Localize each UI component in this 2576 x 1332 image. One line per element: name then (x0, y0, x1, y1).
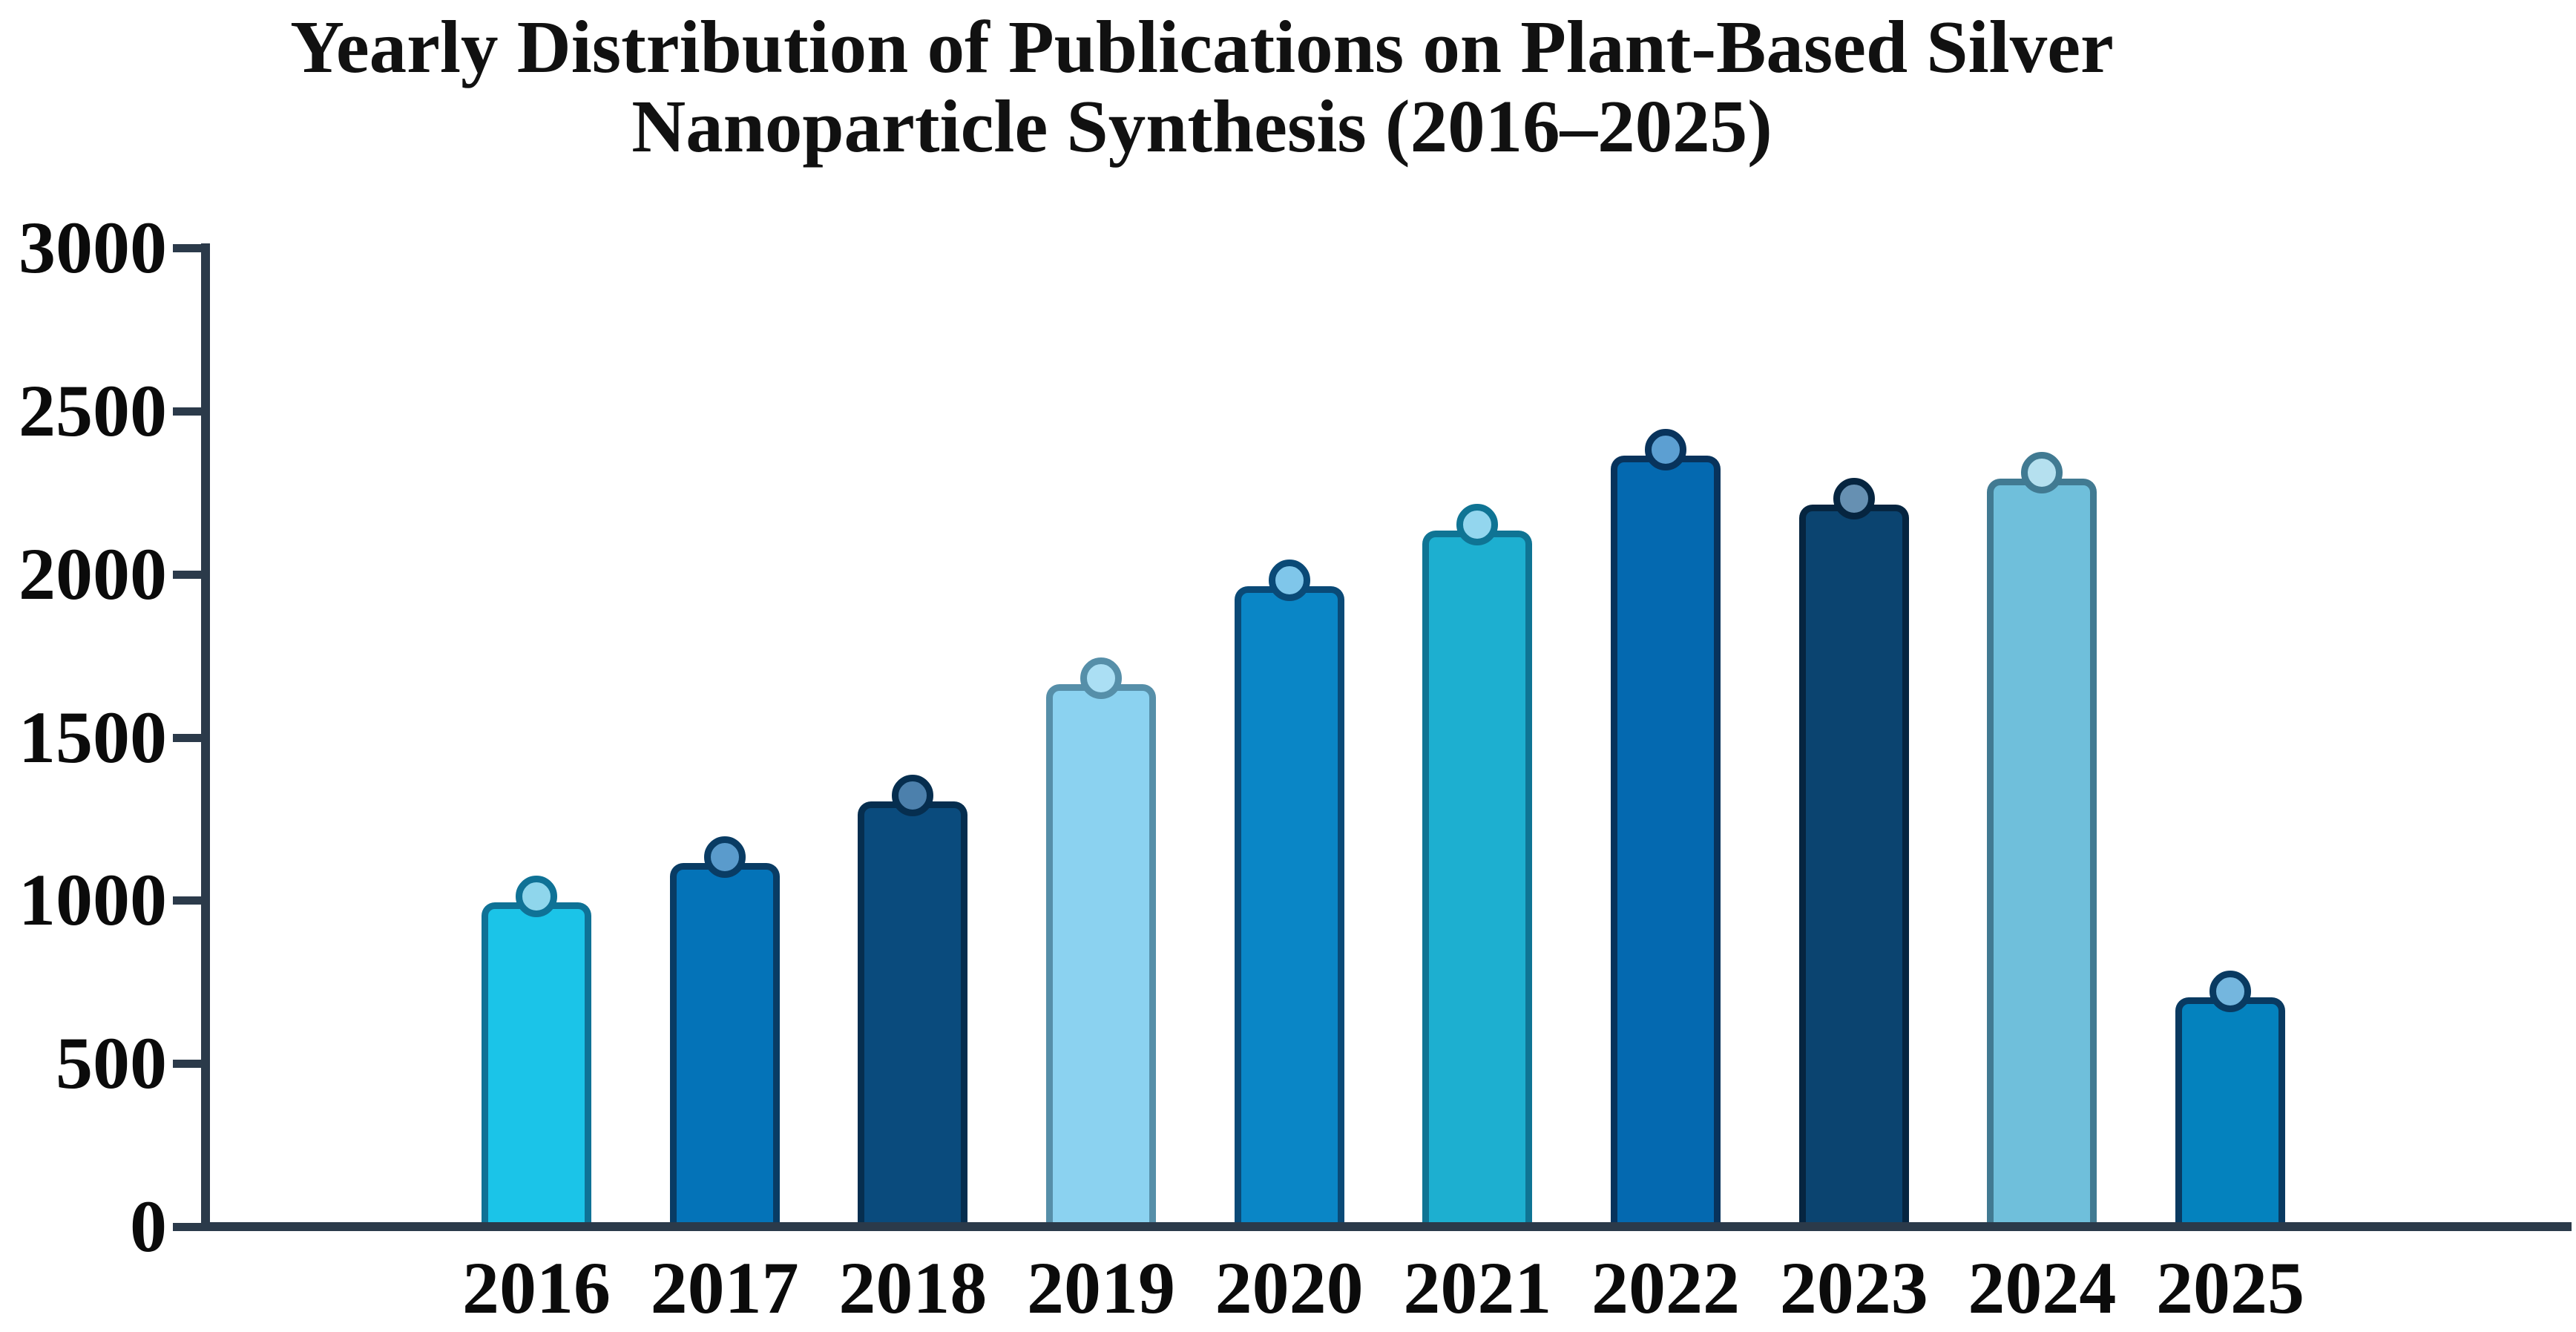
x-tick-label-2024: 2024 (1968, 1247, 2117, 1329)
y-tick-label: 1000 (19, 859, 167, 942)
bar-top-marker-2021 (1456, 503, 1499, 545)
x-tick-label-2019: 2019 (1027, 1247, 1175, 1329)
y-tick-label: 2500 (19, 369, 167, 452)
bar-top-marker-2022 (1645, 428, 1687, 470)
y-tick-mark (173, 896, 201, 905)
x-tick-label-2020: 2020 (1215, 1247, 1364, 1329)
x-tick-label-2025: 2025 (2156, 1247, 2305, 1329)
bar-2025 (2175, 997, 2286, 1229)
bar-2016 (482, 902, 591, 1229)
bar-top-marker-2018 (892, 774, 934, 816)
x-tick-label-2023: 2023 (1779, 1247, 1928, 1329)
x-tick-label-2016: 2016 (462, 1247, 611, 1329)
y-tick-mark (173, 407, 201, 416)
x-tick-label-2022: 2022 (1591, 1247, 1741, 1329)
bar-top-marker-2019 (1080, 657, 1122, 699)
bar-top-marker-2023 (1833, 477, 1875, 519)
y-tick-mark (173, 1223, 201, 1231)
chart-title-line2: Nanoparticle Synthesis (2016–2025) (631, 85, 1772, 168)
bar-2022 (1611, 455, 1721, 1229)
bar-2024 (1987, 478, 2097, 1229)
bar-2021 (1422, 530, 1533, 1229)
y-tick-label: 500 (56, 1022, 167, 1105)
bar-2017 (669, 863, 780, 1229)
y-tick-label: 1500 (19, 695, 167, 778)
y-tick-label: 3000 (19, 206, 167, 289)
bar-top-marker-2024 (2021, 451, 2063, 493)
bar-top-marker-2020 (1268, 559, 1310, 601)
y-tick-mark (173, 733, 201, 742)
bar-top-marker-2025 (2209, 970, 2252, 1012)
y-tick-label: 2000 (19, 532, 167, 615)
bar-2019 (1046, 683, 1156, 1229)
bar-2018 (858, 801, 968, 1229)
y-tick-label: 0 (130, 1185, 167, 1267)
x-tick-label-2021: 2021 (1403, 1247, 1552, 1329)
y-tick-mark (173, 1060, 201, 1069)
bar-2020 (1234, 585, 1344, 1229)
bar-top-marker-2016 (516, 876, 557, 918)
y-axis-line (201, 243, 210, 1231)
bar-top-marker-2017 (703, 836, 746, 879)
x-tick-label-2017: 2017 (650, 1247, 799, 1329)
x-tick-label-2018: 2018 (838, 1247, 988, 1329)
y-tick-mark (173, 570, 201, 579)
x-axis-line (201, 1222, 2572, 1231)
chart-title-line1: Yearly Distribution of Publications on P… (290, 5, 2114, 88)
y-tick-mark (173, 244, 201, 252)
bar-2023 (1798, 504, 1909, 1229)
chart-title: Yearly Distribution of Publications on P… (0, 7, 2404, 166)
